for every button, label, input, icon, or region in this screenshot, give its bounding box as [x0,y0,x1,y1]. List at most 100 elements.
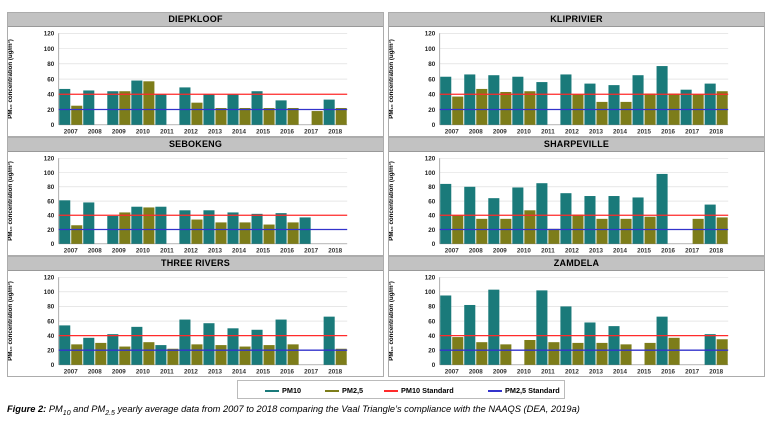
svg-text:2007: 2007 [64,248,78,255]
svg-text:80: 80 [47,184,54,191]
svg-text:20: 20 [47,227,54,234]
svg-text:PM₁₀ concentration (ug/m³): PM₁₀ concentration (ug/m³) [8,281,14,361]
svg-text:2010: 2010 [136,248,150,255]
svg-text:2010: 2010 [517,129,531,136]
svg-text:2011: 2011 [160,129,174,136]
svg-text:80: 80 [428,184,435,191]
svg-text:100: 100 [44,289,55,296]
svg-text:40: 40 [428,213,435,220]
svg-text:0: 0 [51,362,55,369]
svg-text:2009: 2009 [493,248,507,255]
svg-text:2016: 2016 [661,129,675,136]
svg-text:120: 120 [425,156,436,163]
svg-text:120: 120 [44,275,55,282]
svg-text:40: 40 [428,92,435,99]
svg-text:2012: 2012 [565,248,579,255]
svg-text:20: 20 [428,227,435,234]
svg-text:2011: 2011 [160,248,174,255]
svg-text:2011: 2011 [160,369,174,376]
svg-text:2014: 2014 [232,369,246,376]
svg-text:40: 40 [47,92,54,99]
svg-text:2017: 2017 [685,248,699,255]
svg-text:2017: 2017 [304,248,318,255]
svg-text:2011: 2011 [541,129,555,136]
svg-text:2015: 2015 [256,369,270,376]
svg-text:2014: 2014 [613,369,627,376]
svg-text:2014: 2014 [232,248,246,255]
svg-text:2007: 2007 [445,129,459,136]
svg-text:2008: 2008 [469,369,483,376]
svg-text:0: 0 [51,241,55,248]
svg-text:0: 0 [51,122,55,129]
svg-text:2008: 2008 [469,129,483,136]
svg-text:60: 60 [428,76,435,83]
svg-text:2007: 2007 [445,248,459,255]
svg-text:PM₁₀ concentration (ug/m³): PM₁₀ concentration (ug/m³) [389,281,395,361]
svg-text:2012: 2012 [184,369,198,376]
svg-text:2013: 2013 [208,248,222,255]
svg-text:2008: 2008 [88,129,102,136]
svg-text:100: 100 [44,170,55,177]
svg-text:2010: 2010 [517,369,531,376]
svg-text:2016: 2016 [280,129,294,136]
svg-text:2016: 2016 [280,369,294,376]
svg-text:60: 60 [47,318,54,325]
svg-text:2015: 2015 [637,369,651,376]
svg-text:2017: 2017 [304,129,318,136]
svg-text:PM₁₀ concentration (ug/m³): PM₁₀ concentration (ug/m³) [8,161,14,241]
svg-text:2009: 2009 [112,248,126,255]
svg-text:2013: 2013 [208,369,222,376]
svg-text:2008: 2008 [88,248,102,255]
svg-text:2009: 2009 [112,129,126,136]
svg-text:2018: 2018 [328,369,342,376]
svg-text:80: 80 [428,61,435,68]
svg-text:2014: 2014 [613,248,627,255]
svg-text:2012: 2012 [184,248,198,255]
svg-text:2013: 2013 [589,369,603,376]
svg-text:2013: 2013 [589,248,603,255]
svg-text:120: 120 [44,156,55,163]
svg-text:2007: 2007 [64,369,78,376]
svg-text:2012: 2012 [184,129,198,136]
svg-text:2017: 2017 [685,129,699,136]
svg-text:100: 100 [44,46,55,53]
svg-text:120: 120 [425,31,436,38]
svg-text:20: 20 [47,107,54,114]
svg-text:40: 40 [47,213,54,220]
svg-text:2008: 2008 [469,248,483,255]
svg-text:80: 80 [47,61,54,68]
svg-text:2009: 2009 [112,369,126,376]
svg-text:20: 20 [428,348,435,355]
svg-text:40: 40 [428,333,435,340]
svg-text:2016: 2016 [661,369,675,376]
svg-text:60: 60 [428,198,435,205]
svg-text:2017: 2017 [685,369,699,376]
svg-text:2014: 2014 [232,129,246,136]
svg-text:2015: 2015 [256,129,270,136]
svg-text:2018: 2018 [328,248,342,255]
svg-text:2016: 2016 [280,248,294,255]
svg-text:2008: 2008 [88,369,102,376]
svg-text:2011: 2011 [541,369,555,376]
svg-text:2016: 2016 [661,248,675,255]
svg-text:2018: 2018 [709,248,723,255]
svg-text:PM₁₀ concentration (ug/m³): PM₁₀ concentration (ug/m³) [389,39,395,119]
svg-text:2009: 2009 [493,369,507,376]
svg-text:20: 20 [428,107,435,114]
svg-text:2015: 2015 [637,129,651,136]
svg-text:2013: 2013 [589,129,603,136]
svg-text:80: 80 [47,304,54,311]
svg-text:2014: 2014 [613,129,627,136]
svg-text:60: 60 [47,76,54,83]
svg-text:2017: 2017 [304,369,318,376]
svg-text:2007: 2007 [445,369,459,376]
svg-text:20: 20 [47,348,54,355]
svg-text:100: 100 [425,46,436,53]
svg-text:40: 40 [47,333,54,340]
svg-text:0: 0 [432,241,436,248]
svg-text:100: 100 [425,170,436,177]
svg-text:2012: 2012 [565,369,579,376]
svg-text:100: 100 [425,289,436,296]
svg-text:PM₁₀ concentration (ug/m³): PM₁₀ concentration (ug/m³) [8,39,14,119]
svg-text:2018: 2018 [709,129,723,136]
